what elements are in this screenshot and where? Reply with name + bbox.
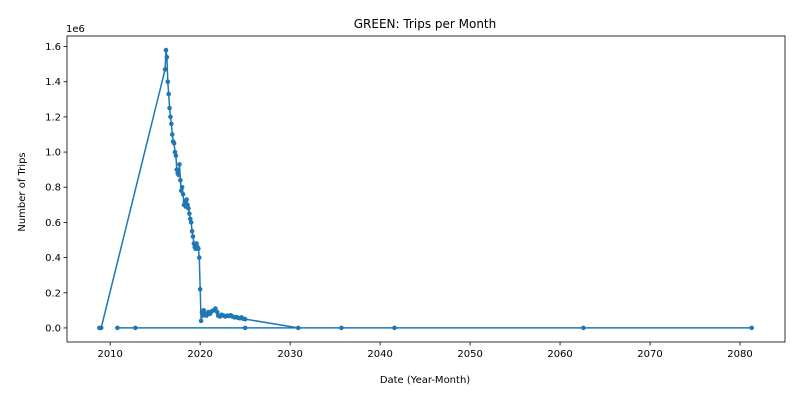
data-point bbox=[581, 325, 586, 331]
y-tick-label: 0.2 bbox=[45, 288, 61, 299]
data-point bbox=[187, 211, 192, 216]
data-point bbox=[179, 184, 185, 190]
y-tick-label: 1.4 bbox=[45, 77, 61, 88]
data-point bbox=[295, 325, 301, 331]
x-tick-label: 2010 bbox=[97, 349, 122, 360]
data-point bbox=[197, 286, 203, 292]
data-point bbox=[242, 325, 248, 331]
data-point bbox=[749, 325, 755, 331]
y-tick-label: 0.8 bbox=[45, 183, 61, 194]
y-tick-label: 1.2 bbox=[45, 112, 61, 123]
data-point bbox=[190, 234, 196, 239]
data-point bbox=[167, 105, 172, 111]
x-axis-label: Date (Year-Month) bbox=[380, 375, 470, 386]
y-axis-label: Number of Trips bbox=[17, 152, 28, 231]
data-point bbox=[168, 114, 173, 120]
data-point bbox=[213, 306, 218, 311]
data-point bbox=[180, 191, 186, 197]
data-point bbox=[166, 91, 171, 97]
data-point bbox=[194, 241, 199, 246]
data-point bbox=[184, 197, 189, 202]
chart-title: GREEN: Trips per Month bbox=[354, 17, 497, 31]
data-point bbox=[173, 153, 179, 158]
data-point bbox=[169, 132, 175, 137]
data-point bbox=[177, 162, 182, 167]
x-tick-label: 2080 bbox=[727, 349, 752, 360]
data-point bbox=[214, 309, 220, 315]
data-point bbox=[196, 246, 201, 252]
data-point bbox=[164, 54, 170, 60]
data-point bbox=[169, 121, 174, 127]
plot-frame bbox=[66, 35, 786, 343]
data-point bbox=[98, 325, 104, 331]
y-tick-label: 1.6 bbox=[45, 42, 61, 53]
series-layer bbox=[97, 47, 755, 331]
data-point bbox=[242, 316, 248, 322]
data-point bbox=[188, 220, 194, 225]
data-point bbox=[115, 325, 120, 331]
y-scale-label: 1e6 bbox=[66, 24, 85, 35]
x-tick-label: 2050 bbox=[457, 349, 482, 360]
x-tick-label: 2060 bbox=[547, 349, 572, 360]
x-tick-label: 2070 bbox=[637, 349, 662, 360]
data-point bbox=[178, 188, 184, 194]
data-point bbox=[392, 325, 397, 331]
data-point bbox=[174, 167, 180, 172]
x-tick-label: 2040 bbox=[367, 349, 392, 360]
plot-area bbox=[66, 35, 786, 343]
data-point bbox=[178, 177, 183, 183]
y-tick-label: 0.0 bbox=[45, 323, 61, 334]
data-point bbox=[201, 308, 207, 313]
data-point bbox=[189, 228, 195, 234]
y-axis: 0.0 0.2 0.4 0.6 0.8 1.0 1.2 1.4 1.6 bbox=[45, 42, 67, 334]
data-point bbox=[171, 140, 177, 146]
data-point bbox=[176, 172, 181, 178]
x-tick-label: 2030 bbox=[277, 349, 302, 360]
data-point bbox=[162, 67, 168, 72]
data-point bbox=[204, 313, 209, 318]
y-tick-label: 1.0 bbox=[45, 148, 61, 159]
data-point bbox=[165, 79, 171, 85]
data-point bbox=[133, 325, 138, 331]
x-axis: 2010 2020 2030 2040 2050 2060 2070 2080 bbox=[97, 342, 753, 360]
data-point bbox=[172, 149, 178, 155]
data-point bbox=[187, 216, 193, 222]
series-line bbox=[99, 49, 752, 329]
data-point bbox=[163, 47, 169, 53]
y-tick-label: 0.4 bbox=[45, 253, 61, 264]
data-point bbox=[196, 255, 202, 260]
data-point bbox=[198, 318, 204, 324]
data-point bbox=[185, 202, 190, 208]
data-point bbox=[339, 325, 344, 331]
x-tick-label: 2020 bbox=[187, 349, 212, 360]
data-point bbox=[186, 206, 191, 211]
y-tick-label: 0.6 bbox=[45, 218, 61, 229]
